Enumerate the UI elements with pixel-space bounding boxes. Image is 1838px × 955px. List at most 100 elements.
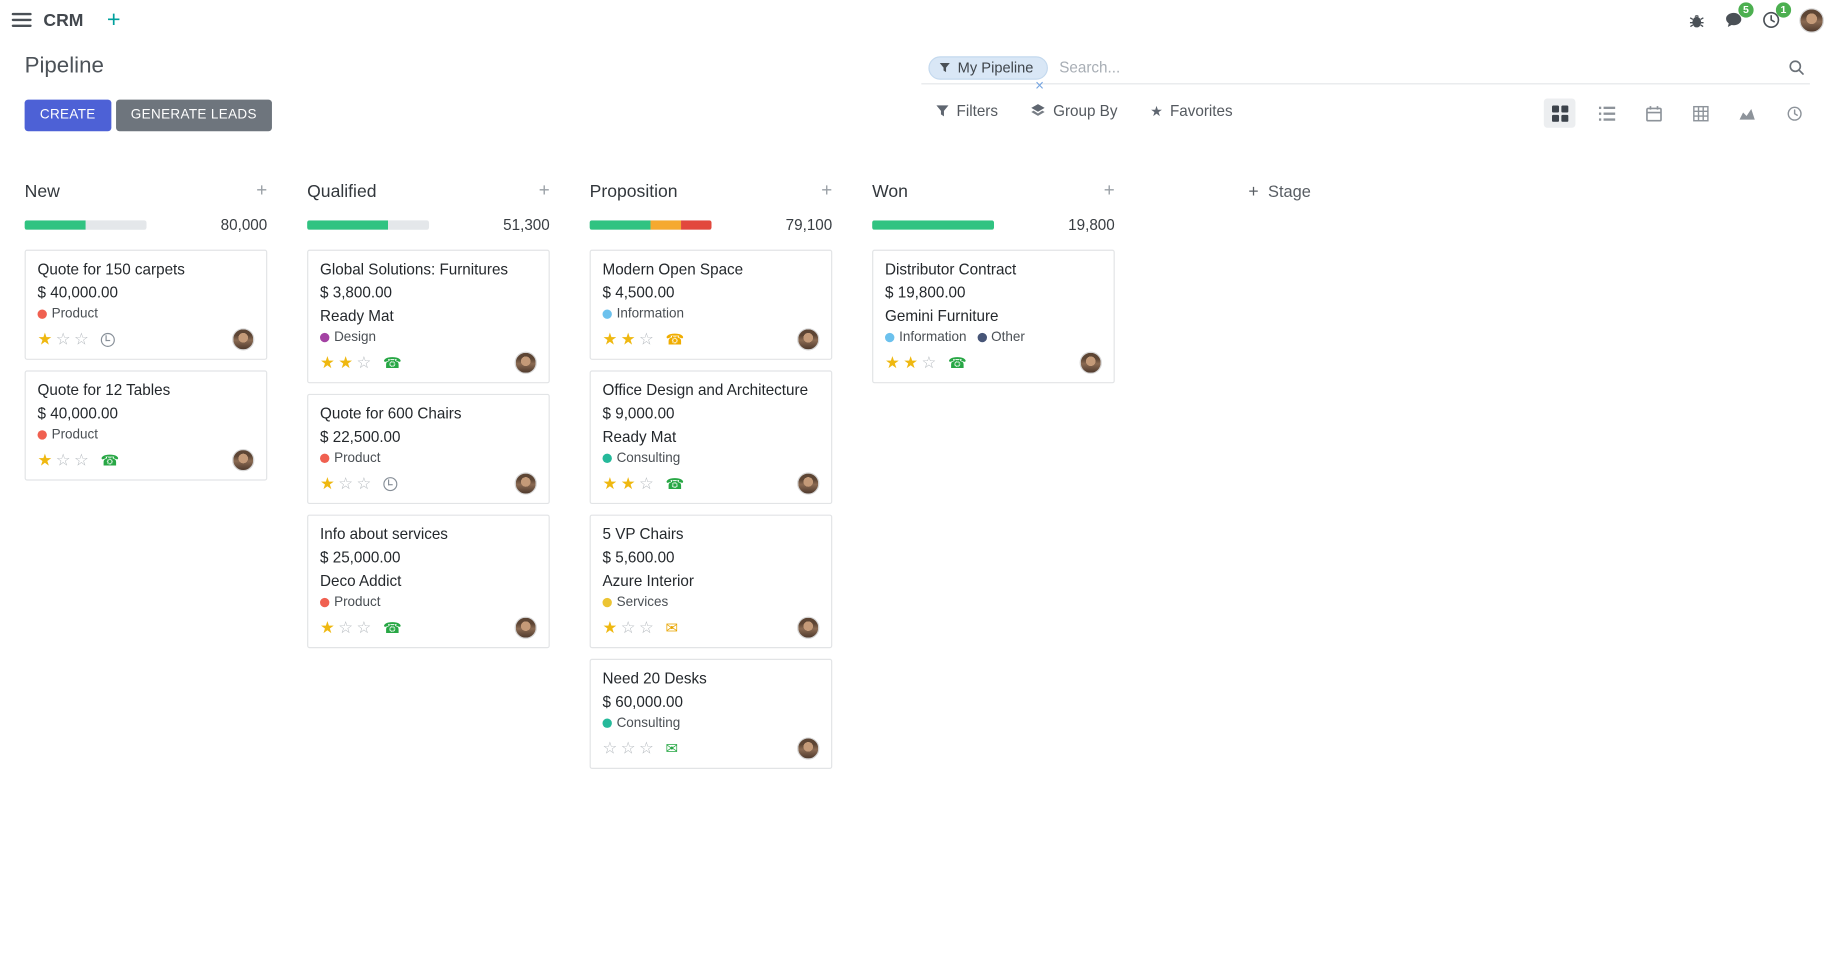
phone-activity-icon[interactable]: ☎ [947,354,967,372]
apps-menu-icon[interactable] [11,12,32,27]
priority-star[interactable]: ★ [320,352,335,372]
kanban-card[interactable]: Office Design and Architecture $ 9,000.0… [589,370,833,505]
card-activity[interactable]: ☎ [100,452,119,467]
priority-star[interactable]: ☆ [356,472,372,492]
phone-activity-icon[interactable]: ☎ [665,330,685,349]
progress-segment-success[interactable] [872,219,995,230]
activities-clock-icon[interactable]: 1 [1762,2,1792,30]
progress-segment-danger[interactable] [681,219,712,230]
kanban-card[interactable]: Global Solutions: Furnitures $ 3,800.00 … [307,249,550,384]
priority-star[interactable]: ☆ [620,737,636,757]
debug-bug-icon[interactable] [1688,11,1706,29]
card-activity[interactable]: ☎ [948,355,967,370]
create-button[interactable]: CREATE [24,99,111,131]
priority-star[interactable]: ☆ [602,737,618,757]
messages-icon[interactable]: 5 [1724,2,1754,30]
priority-star[interactable]: ☆ [73,449,89,469]
priority-star[interactable]: ★ [602,328,618,348]
card-activity[interactable] [382,476,398,491]
phone-activity-icon[interactable]: ☎ [382,618,402,637]
priority-star[interactable]: ☆ [356,352,372,372]
card-priority[interactable]: ★ ☆ ☆ [38,450,93,471]
priority-star[interactable]: ☆ [638,737,654,757]
phone-activity-icon[interactable]: ☎ [100,451,120,469]
stage-progressbar[interactable] [307,219,430,230]
quick-create-button[interactable]: + [821,180,833,201]
priority-star[interactable]: ★ [620,328,636,348]
priority-star[interactable]: ★ [320,617,335,636]
quick-create-button[interactable]: + [538,180,550,201]
priority-star[interactable]: ☆ [356,617,372,636]
user-avatar[interactable] [1799,7,1824,33]
priority-star[interactable]: ☆ [921,352,937,372]
generate-leads-button[interactable]: GENERATE LEADS [115,99,273,131]
graph-view-icon[interactable] [1731,98,1763,127]
card-activity[interactable]: ☎ [665,476,684,491]
card-priority[interactable]: ★ ★ ☆ [320,352,375,373]
priority-star[interactable]: ☆ [638,617,654,636]
stage-progressbar[interactable] [24,219,147,230]
kanban-card[interactable]: Quote for 150 carpets $ 40,000.00 Produc… [24,249,268,360]
mail-activity-icon[interactable]: ✉ [665,739,679,758]
navbar-plus-icon[interactable]: + [106,7,121,33]
clock-activity-icon[interactable] [100,332,115,347]
card-activity[interactable]: ✉ [665,620,678,635]
list-view-icon[interactable] [1591,98,1623,127]
card-activity[interactable]: ✉ [665,741,678,756]
progress-segment-warning[interactable] [650,219,682,230]
card-priority[interactable]: ★ ☆ ☆ [320,617,375,638]
kanban-card[interactable]: Quote for 12 Tables $ 40,000.00 Product … [24,370,268,481]
priority-star[interactable]: ☆ [338,617,353,636]
kanban-card[interactable]: Quote for 600 Chairs $ 22,500.00 Product… [307,393,550,505]
priority-star[interactable]: ★ [903,352,918,372]
favorites-button[interactable]: ★ Favorites [1150,102,1232,120]
group-by-button[interactable]: Group By [1031,102,1117,120]
stage-progressbar[interactable] [872,219,995,230]
calendar-view-icon[interactable] [1638,98,1670,127]
priority-star[interactable]: ☆ [638,472,654,492]
priority-star[interactable]: ★ [885,352,900,372]
kanban-card[interactable]: 5 VP Chairs $ 5,600.00 Azure Interior Se… [589,514,833,649]
card-activity[interactable]: ☎ [383,355,402,370]
progress-segment-success[interactable] [589,219,651,230]
card-activity[interactable] [100,332,115,347]
card-activity[interactable]: ☎ [383,620,402,635]
pivot-view-icon[interactable] [1684,98,1716,127]
search-icon[interactable] [1788,59,1806,77]
kanban-card[interactable]: Distributor Contract $ 19,800.00 Gemini … [872,249,1115,384]
progress-segment-success[interactable] [307,219,388,230]
kanban-card[interactable]: Need 20 Desks $ 60,000.00 Consulting ☆ ☆ ☆… [589,658,833,769]
add-stage-button[interactable]: + Stage [1248,182,1311,201]
card-activity[interactable]: ☎ [665,332,684,347]
priority-star[interactable]: ★ [602,472,618,492]
progress-segment-success[interactable] [24,219,86,230]
priority-star[interactable]: ☆ [620,617,636,636]
mail-activity-icon[interactable]: ✉ [665,618,679,637]
phone-activity-icon[interactable]: ☎ [382,354,402,372]
priority-star[interactable]: ★ [320,472,335,492]
quick-create-button[interactable]: + [256,180,268,201]
card-priority[interactable]: ★ ★ ☆ [603,473,658,494]
priority-star[interactable]: ☆ [638,328,654,348]
search-input[interactable] [1059,58,1781,77]
priority-star[interactable]: ★ [37,328,53,348]
kanban-view-icon[interactable] [1543,98,1576,128]
activity-view-icon[interactable] [1778,98,1810,127]
card-priority[interactable]: ★ ★ ☆ [603,329,658,350]
card-priority[interactable]: ★ ☆ ☆ [320,473,375,494]
kanban-card[interactable]: Info about services $ 25,000.00 Deco Add… [307,514,550,649]
priority-star[interactable]: ★ [338,352,353,372]
priority-star[interactable]: ★ [620,472,636,492]
filters-button[interactable]: Filters [935,102,998,120]
priority-star[interactable]: ☆ [55,449,71,469]
card-priority[interactable]: ★ ☆ ☆ [38,329,93,350]
card-priority[interactable]: ☆ ☆ ☆ [603,738,658,759]
priority-star[interactable]: ☆ [73,328,89,348]
priority-star[interactable]: ★ [602,617,618,636]
phone-activity-icon[interactable]: ☎ [665,474,685,493]
clock-activity-icon[interactable] [382,476,398,491]
facet-remove-button[interactable]: × [1035,75,1044,94]
kanban-card[interactable]: Modern Open Space $ 4,500.00 Information… [589,249,833,360]
stage-progressbar[interactable] [589,219,712,230]
search-bar[interactable]: My Pipeline × [921,54,1810,92]
